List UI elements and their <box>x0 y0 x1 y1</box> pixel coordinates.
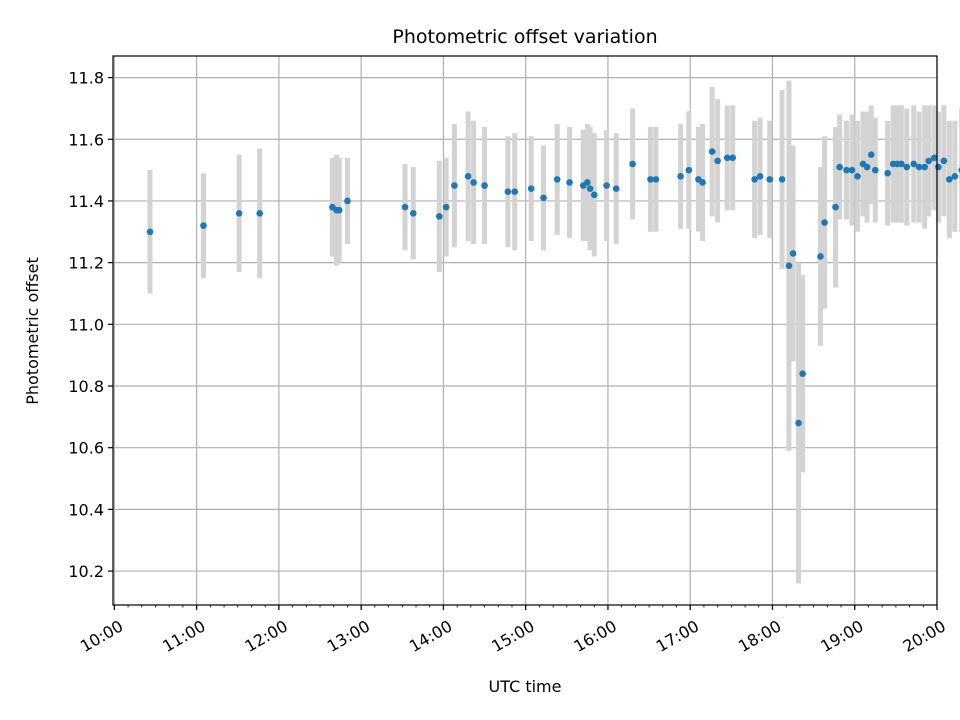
grid <box>113 56 938 605</box>
x-tick-label: 10:00 <box>77 616 126 656</box>
data-point <box>527 185 535 192</box>
data-point <box>511 188 519 196</box>
data-point <box>940 157 948 165</box>
data-point <box>915 163 923 171</box>
x-tick-label: 15:00 <box>488 616 537 656</box>
x-tick-label: 16:00 <box>571 616 620 656</box>
data-point <box>951 172 959 180</box>
data-points <box>146 148 960 427</box>
data-point <box>647 176 654 183</box>
x-axis-label: UTC time <box>489 677 562 696</box>
y-axis-label: Photometric offset <box>23 257 42 405</box>
x-tick-label: 19:00 <box>817 616 866 656</box>
data-point <box>470 179 477 186</box>
data-point <box>751 176 758 183</box>
x-tick-label: 11:00 <box>159 616 208 656</box>
data-point <box>799 370 806 377</box>
data-point <box>836 163 843 171</box>
data-point <box>584 179 591 186</box>
plot-area <box>112 55 938 606</box>
data-point <box>817 253 824 260</box>
data-point <box>685 166 693 174</box>
data-point <box>401 203 409 211</box>
data-point <box>921 163 928 171</box>
data-point <box>451 182 458 189</box>
data-point <box>867 151 875 158</box>
data-point <box>714 157 721 165</box>
data-point <box>789 250 797 257</box>
data-point <box>652 176 660 183</box>
data-point <box>442 203 450 211</box>
data-point <box>925 157 933 165</box>
data-point <box>504 188 512 196</box>
data-point <box>629 160 636 168</box>
data-point <box>795 419 802 427</box>
data-point <box>146 228 154 236</box>
error-bars <box>147 80 960 584</box>
data-point <box>566 179 573 186</box>
y-tick-label: 11.4 <box>68 192 104 211</box>
data-point <box>898 160 905 168</box>
data-point <box>612 185 620 192</box>
data-point <box>863 163 871 171</box>
data-point <box>843 166 850 174</box>
data-point <box>464 172 472 180</box>
data-point <box>603 182 610 189</box>
data-point <box>854 172 861 180</box>
x-tick-label: 18:00 <box>735 616 784 656</box>
data-point <box>729 154 737 162</box>
data-point <box>586 185 594 192</box>
x-tick-label: 14:00 <box>406 616 455 656</box>
data-point <box>872 166 879 174</box>
data-point <box>708 148 716 155</box>
data-point <box>540 194 547 202</box>
data-point <box>235 209 243 217</box>
data-point <box>766 176 774 183</box>
y-tick-label: 11.0 <box>68 315 104 334</box>
data-point <box>848 166 856 174</box>
x-tick-label: 17:00 <box>653 616 702 656</box>
data-point <box>409 209 417 217</box>
data-point <box>590 191 598 199</box>
data-point <box>436 213 443 220</box>
data-point <box>344 197 351 205</box>
data-point <box>200 222 207 229</box>
y-tick-label: 10.4 <box>68 500 104 519</box>
x-tick-label: 20:00 <box>900 616 949 656</box>
data-point <box>884 169 891 177</box>
data-point <box>785 262 793 270</box>
y-tick-label: 10.2 <box>68 562 104 581</box>
data-point <box>778 176 786 183</box>
data-point <box>723 154 731 162</box>
data-point <box>946 176 953 183</box>
data-point <box>930 154 938 162</box>
data-point <box>481 182 488 189</box>
data-point <box>910 160 917 168</box>
x-tick-label: 13:00 <box>324 616 373 656</box>
x-tick-label: 12:00 <box>241 616 290 656</box>
data-point <box>553 176 561 183</box>
chart-title: Photometric offset variation <box>392 26 657 48</box>
data-point <box>821 219 828 226</box>
y-tick-label: 11.2 <box>68 254 104 273</box>
y-tick-label: 10.6 <box>68 439 104 458</box>
data-point <box>335 206 343 214</box>
data-point <box>832 203 839 211</box>
y-tick-label: 11.8 <box>68 69 104 88</box>
data-point <box>756 172 764 180</box>
data-point <box>903 163 911 171</box>
data-point <box>677 172 684 180</box>
y-tick-label: 10.8 <box>68 377 104 396</box>
data-point <box>256 209 264 217</box>
y-tick-label: 11.6 <box>68 130 104 149</box>
data-point <box>699 179 706 186</box>
data-point <box>935 163 942 171</box>
